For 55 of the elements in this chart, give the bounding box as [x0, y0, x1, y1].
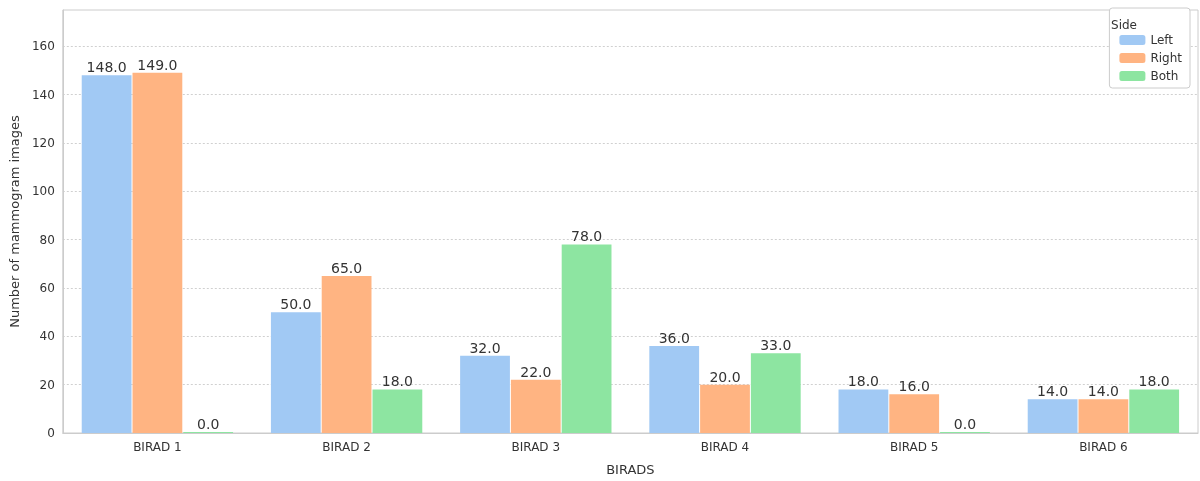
data-label: 18.0 — [1138, 373, 1170, 390]
legend-label: Both — [1150, 69, 1179, 83]
y-tick-label: 20 — [39, 377, 55, 392]
y-tick-label: 100 — [31, 184, 55, 199]
data-label: 0.0 — [953, 416, 977, 432]
data-label: 148.0 — [86, 59, 127, 76]
x-tick-label: BIRAD 5 — [889, 440, 939, 454]
data-label: 149.0 — [137, 56, 178, 73]
x-tick-label: BIRAD 4 — [700, 440, 750, 454]
bar — [838, 389, 889, 433]
y-tick-label: 80 — [39, 232, 55, 247]
y-tick-label: 0 — [47, 426, 55, 440]
data-label: 20.0 — [709, 368, 741, 385]
x-tick-label: BIRAD 3 — [511, 440, 561, 454]
data-label: 16.0 — [898, 378, 930, 395]
data-label: 65.0 — [331, 259, 363, 276]
x-tick-label: BIRAD 1 — [133, 440, 182, 454]
legend-label: Left — [1150, 33, 1174, 47]
y-tick-label: 160 — [31, 39, 55, 54]
data-label: 14.0 — [1087, 383, 1119, 400]
data-label: 18.0 — [381, 373, 413, 390]
bar — [81, 75, 132, 433]
y-tick-label: 120 — [31, 135, 55, 150]
bar — [649, 345, 700, 433]
data-label: 0.0 — [197, 416, 220, 432]
bar — [1129, 389, 1180, 433]
bar — [700, 384, 750, 433]
legend-title: Side — [1111, 18, 1137, 32]
data-label: 78.0 — [571, 228, 603, 245]
bar — [270, 312, 321, 433]
bar — [321, 275, 372, 433]
data-label: 32.0 — [469, 339, 501, 356]
bar — [460, 355, 510, 433]
bar — [889, 394, 940, 433]
bar — [510, 379, 561, 433]
x-axis-title: BIRADS — [606, 462, 655, 477]
y-tick-label: 40 — [39, 329, 55, 344]
x-tick-label: BIRAD 2 — [322, 440, 371, 454]
bar — [372, 389, 423, 433]
bar — [1078, 399, 1129, 433]
bar — [561, 244, 612, 433]
y-tick-label: 140 — [31, 87, 55, 102]
data-label: 22.0 — [520, 363, 552, 380]
bar — [750, 353, 801, 433]
y-axis-title: Number of mammogram images — [7, 115, 22, 328]
data-label: 33.0 — [760, 337, 792, 354]
legend-label: Right — [1150, 51, 1183, 65]
data-label: 18.0 — [847, 373, 879, 390]
bar — [132, 72, 183, 433]
x-tick-label: BIRAD 6 — [1079, 440, 1128, 454]
data-label: 14.0 — [1037, 383, 1069, 400]
y-tick-label: 60 — [39, 280, 55, 295]
data-label: 36.0 — [658, 329, 690, 346]
data-label: 50.0 — [280, 296, 312, 313]
bar — [1027, 399, 1078, 433]
